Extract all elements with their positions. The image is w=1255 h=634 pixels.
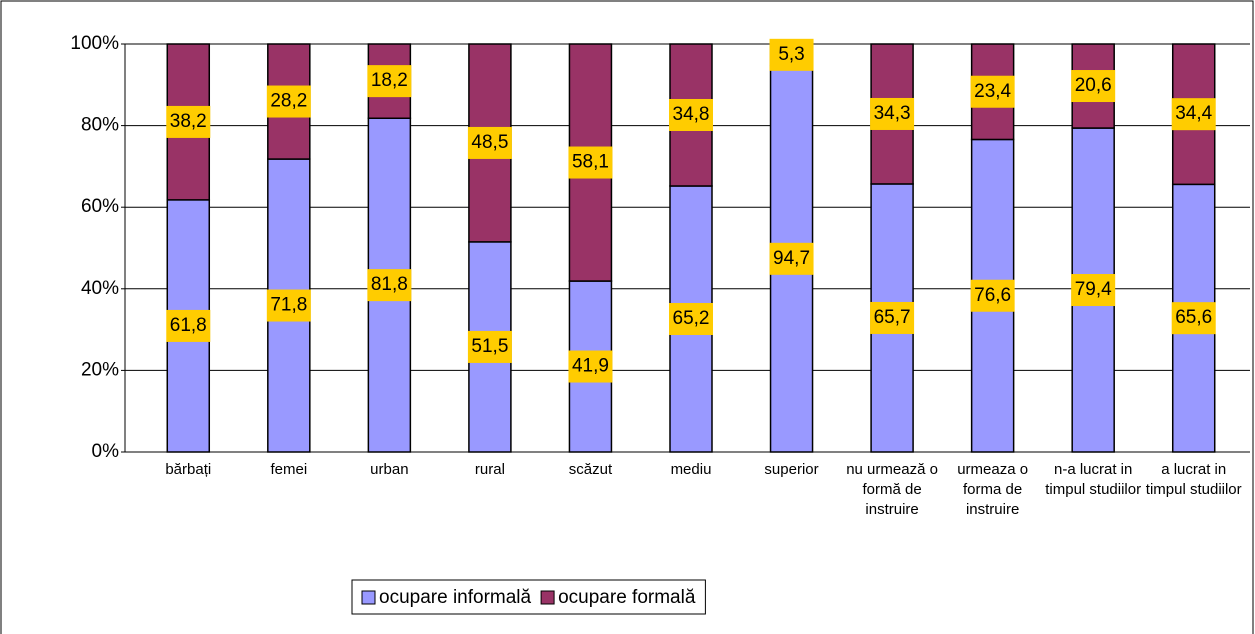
- data-label-box: [970, 75, 1015, 108]
- data-label: 65,7: [870, 301, 915, 334]
- data-label: 28,2: [266, 85, 311, 118]
- data-label-text: 5,3: [778, 44, 804, 65]
- data-label: 20,6: [1071, 70, 1116, 103]
- data-label: 48,5: [467, 126, 512, 159]
- data-label-text: 81,8: [371, 274, 408, 295]
- legend-label: ocupare formală: [558, 587, 696, 608]
- data-label-text: 34,8: [673, 104, 710, 125]
- data-label-box: [1071, 274, 1116, 307]
- data-label-text: 79,4: [1075, 279, 1112, 300]
- legend-swatch: [540, 590, 555, 605]
- data-label-box: [166, 309, 211, 342]
- legend: ocupare informală ocupare formală: [351, 579, 706, 615]
- data-label: 76,6: [970, 279, 1015, 312]
- y-tick-label: 60%: [81, 196, 119, 217]
- x-tick-label: n-a lucrat in timpul studiilor: [1045, 461, 1142, 498]
- y-tick-label: 80%: [81, 115, 119, 136]
- data-label: 65,6: [1171, 302, 1216, 335]
- data-label-box: [1171, 98, 1216, 131]
- y-tick-label: 20%: [81, 359, 119, 380]
- data-label-text: 18,2: [371, 70, 408, 91]
- data-label: 5,3: [769, 38, 814, 71]
- data-label-box: [266, 85, 311, 118]
- data-label: 41,9: [568, 350, 613, 383]
- data-label-box: [166, 105, 211, 138]
- data-label: 81,8: [367, 269, 412, 302]
- x-tick-label: rural: [474, 461, 505, 478]
- data-label-text: 20,6: [1075, 75, 1112, 96]
- data-label-box: [769, 38, 814, 71]
- data-label-box: [266, 289, 311, 322]
- data-label-text: 23,4: [974, 81, 1011, 102]
- data-label-text: 65,7: [874, 307, 911, 328]
- data-label: 18,2: [367, 65, 412, 98]
- data-label-text: 34,4: [1175, 103, 1212, 124]
- data-label: 34,3: [870, 97, 915, 130]
- data-label: 34,8: [669, 98, 713, 131]
- data-label-text: 41,9: [572, 356, 609, 377]
- x-tick-label: bărbați: [165, 461, 212, 478]
- data-label-text: 65,6: [1175, 307, 1212, 328]
- legend-swatch: [361, 590, 376, 605]
- data-label-box: [1071, 70, 1116, 103]
- data-label-box: [467, 126, 512, 159]
- data-label-text: 58,1: [572, 152, 609, 173]
- x-tick-label: urban: [370, 461, 409, 478]
- data-label-text: 34,3: [874, 103, 911, 124]
- data-label: 23,4: [970, 75, 1015, 108]
- data-label: 58,1: [568, 146, 613, 179]
- data-label: 34,4: [1171, 98, 1216, 131]
- data-label-text: 48,5: [471, 132, 508, 153]
- x-tick-label: scăzut: [568, 461, 613, 478]
- data-label-text: 61,8: [170, 315, 207, 336]
- data-label-box: [568, 350, 613, 383]
- data-label-box: [467, 330, 512, 363]
- data-label-text: 76,6: [974, 285, 1011, 306]
- data-label-box: [769, 242, 814, 275]
- x-tick-label: femei: [270, 461, 308, 478]
- data-label-text: 65,2: [673, 308, 710, 329]
- data-label: 94,7: [769, 242, 814, 275]
- data-label-box: [870, 301, 915, 334]
- y-tick-label: 0%: [92, 441, 120, 462]
- legend-label: ocupare informală: [379, 587, 532, 608]
- data-label-text: 28,2: [270, 91, 307, 112]
- y-tick-label: 100%: [70, 33, 119, 54]
- data-label-box: [367, 269, 412, 302]
- data-label-box: [669, 98, 713, 131]
- x-tick-label: superior: [764, 461, 819, 478]
- data-label-box: [870, 97, 915, 130]
- data-label: 71,8: [266, 289, 311, 322]
- legend-box: [351, 579, 706, 615]
- data-label-box: [1171, 302, 1216, 335]
- x-tick-label: a lucrat in timpul studiilor: [1145, 461, 1242, 498]
- data-label-text: 38,2: [170, 111, 207, 132]
- x-tick-label: mediu: [670, 461, 712, 478]
- data-label-box: [669, 302, 713, 335]
- data-label-text: 71,8: [270, 295, 307, 316]
- data-label-text: 51,5: [471, 336, 508, 357]
- data-label: 51,5: [467, 330, 512, 363]
- data-label: 61,8: [166, 309, 211, 342]
- x-tick-label: urmeaza o forma de instruire: [957, 461, 1029, 518]
- y-tick-label: 40%: [81, 278, 119, 299]
- data-label-box: [970, 279, 1015, 312]
- data-label-box: [568, 146, 613, 179]
- data-label-text: 94,7: [773, 248, 810, 269]
- data-label: 65,2: [669, 302, 713, 335]
- data-label-box: [367, 65, 412, 98]
- data-label: 38,2: [166, 105, 211, 138]
- x-tick-label: nu urmează o formă de instruire: [846, 461, 938, 518]
- data-label: 79,4: [1071, 274, 1116, 307]
